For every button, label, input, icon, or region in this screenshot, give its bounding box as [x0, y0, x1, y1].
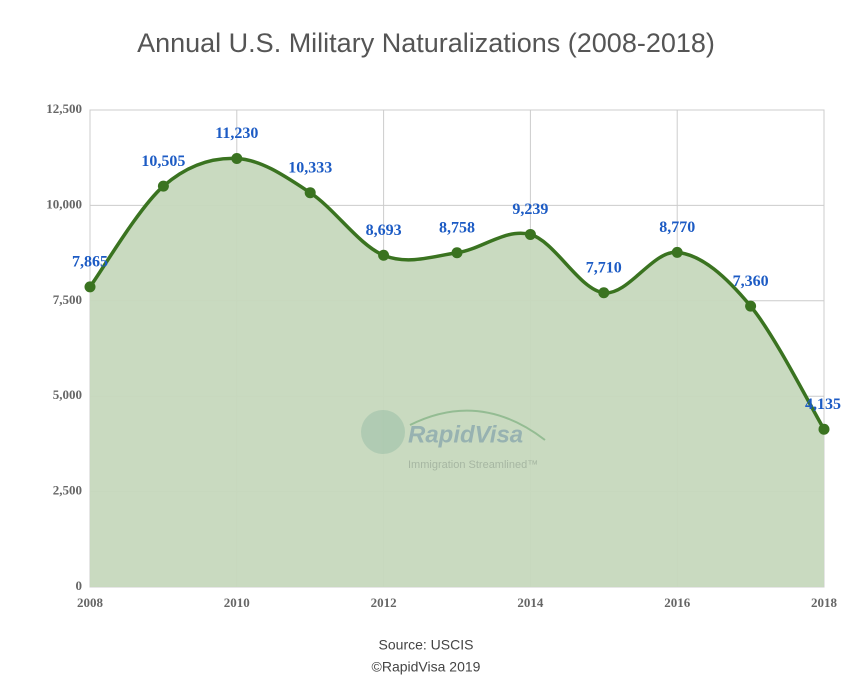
source: Source: USCIS [379, 637, 474, 653]
point [598, 287, 610, 299]
watermark-brand: RapidVisa [408, 421, 523, 448]
copyright: ©RapidVisa 2019 [372, 659, 481, 675]
data-label: 10,333 [288, 159, 332, 176]
watermark-swoosh [409, 409, 546, 441]
x-tick-label: 2012 [371, 595, 397, 610]
x-tick-label: 2014 [517, 595, 544, 610]
area [90, 158, 824, 587]
point [84, 281, 96, 293]
watermark: RapidVisa Immigration Streamlined™ [361, 409, 546, 471]
data-label: 8,693 [366, 222, 402, 239]
data-label: 7,865 [72, 254, 108, 271]
y-tick-label: 0 [76, 578, 83, 593]
watermark-tagline: Immigration Streamlined™ [408, 459, 538, 471]
x-tick-label: 2016 [664, 595, 691, 610]
data-label: 10,505 [141, 153, 185, 170]
data-label: 11,230 [215, 125, 258, 142]
point [451, 247, 463, 259]
y-tick-label: 10,000 [46, 196, 82, 211]
data-label: 7,710 [586, 259, 622, 276]
point [157, 180, 169, 192]
y-tick-label: 12,500 [46, 101, 82, 116]
x-tick-label: 2008 [77, 595, 104, 610]
data-label: 9,239 [512, 201, 548, 218]
chart-title: Annual U.S. Military Naturalizations (20… [137, 28, 715, 58]
point [524, 228, 536, 240]
y-tick-label: 5,000 [53, 387, 82, 402]
x-tick-label: 2010 [224, 595, 250, 610]
point [231, 152, 243, 164]
y-tick-label: 7,500 [53, 292, 82, 307]
point [745, 300, 757, 312]
data-label: 8,758 [439, 219, 475, 236]
data-label: 4,135 [805, 396, 841, 413]
data-label: 8,770 [659, 219, 695, 236]
point [378, 249, 390, 261]
point [304, 187, 316, 199]
x-tick-label: 2018 [811, 595, 838, 610]
watermark-logo [361, 410, 405, 454]
point [818, 423, 830, 435]
y-tick-label: 2,500 [53, 483, 82, 498]
point [671, 246, 683, 258]
data-label: 7,360 [733, 273, 769, 290]
